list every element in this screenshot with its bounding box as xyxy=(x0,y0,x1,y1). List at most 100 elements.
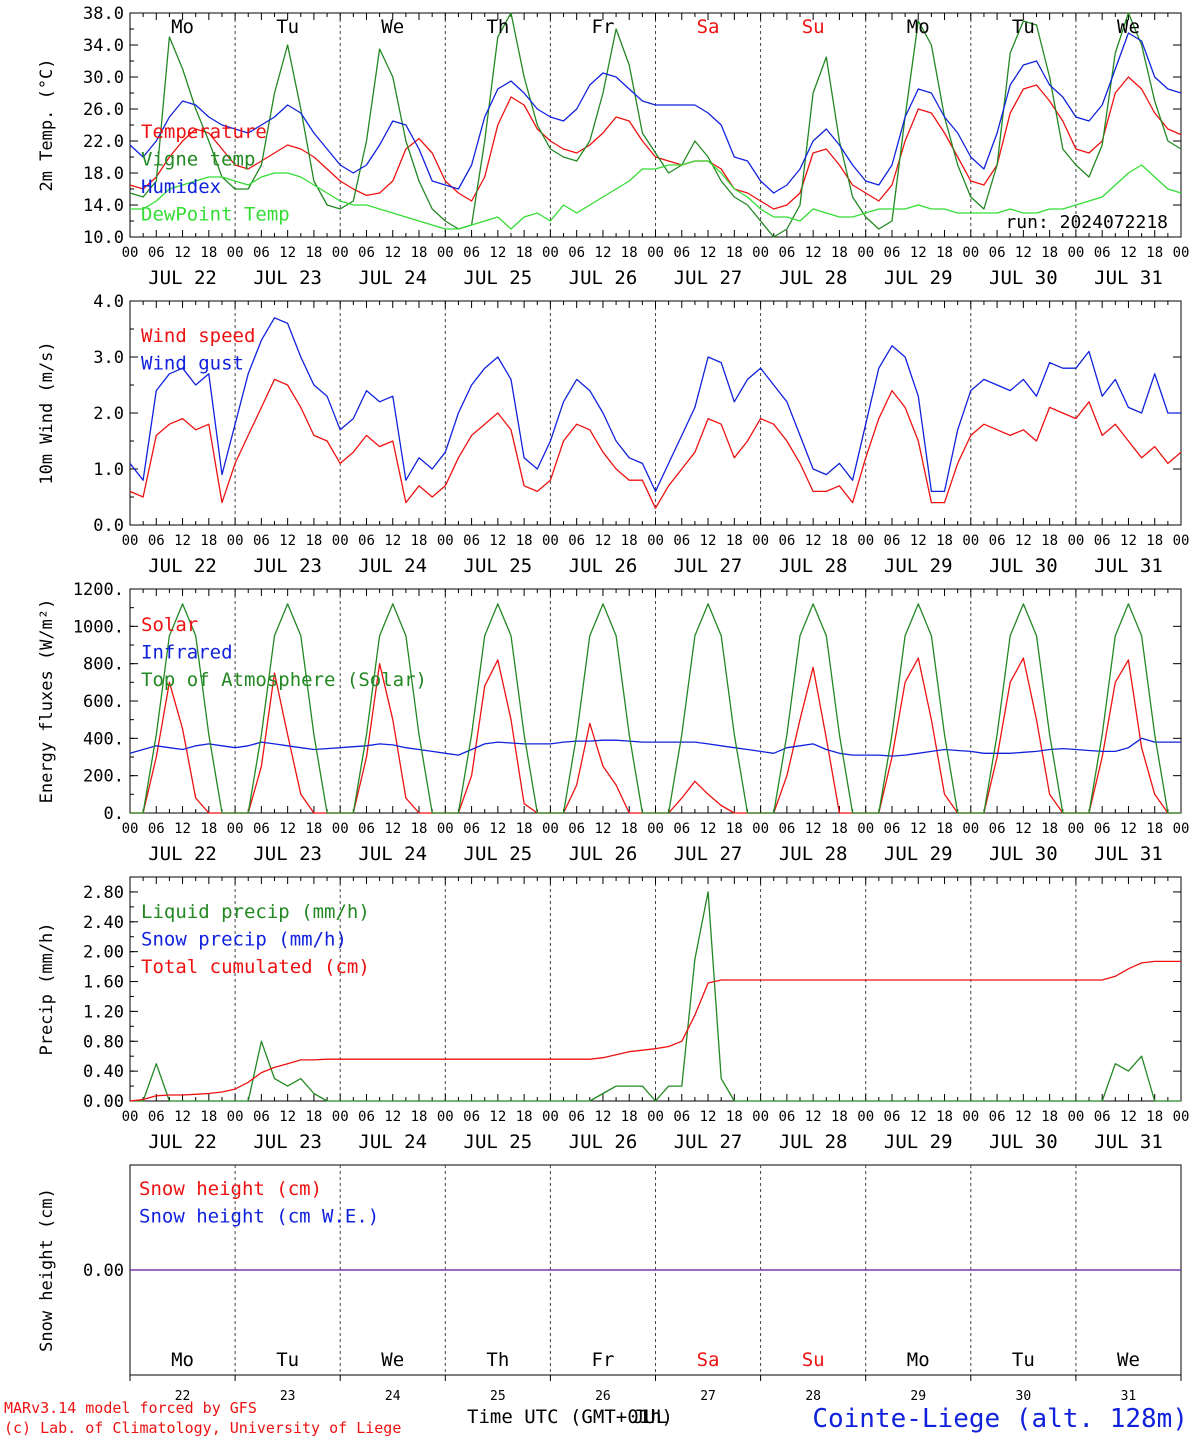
hour-tick-label: 00 xyxy=(227,821,244,837)
hour-tick-label: 18 xyxy=(621,821,638,837)
hour-tick-label: 00 xyxy=(752,821,769,837)
date-label: JUL 31 xyxy=(1094,843,1163,865)
hour-tick-label: 00 xyxy=(332,533,349,549)
y-tick-label: 1200. xyxy=(73,580,124,600)
hour-tick-label: 06 xyxy=(148,1109,165,1125)
hour-tick-label: 12 xyxy=(910,821,927,837)
hour-tick-label: 18 xyxy=(831,533,848,549)
y-tick-label: 14.0 xyxy=(83,196,124,216)
hour-tick-label: 18 xyxy=(1146,245,1163,261)
panel-precip xyxy=(129,876,1182,1102)
hour-tick-label: 06 xyxy=(778,1109,795,1125)
hour-tick-label: 00 xyxy=(1173,821,1190,837)
date-label: JUL 27 xyxy=(674,555,743,577)
hour-tick-label: 18 xyxy=(1041,1109,1058,1125)
hour-tick-label: 00 xyxy=(962,245,979,261)
y-tick-label: 2.0 xyxy=(93,404,124,424)
day-name-label: Mo xyxy=(171,1349,194,1371)
day-number-label: 29 xyxy=(910,1389,926,1404)
hour-tick-label: 18 xyxy=(305,245,322,261)
date-label: JUL 31 xyxy=(1094,555,1163,577)
day-name-label: We xyxy=(1117,16,1140,38)
day-number-label: 23 xyxy=(280,1389,296,1404)
hour-tick-label: 00 xyxy=(752,1109,769,1125)
y-tick-label: 30.0 xyxy=(83,68,124,88)
y-tick-label: 2.40 xyxy=(83,913,124,933)
series-top-of-atmosphere-solar- xyxy=(130,603,1181,814)
date-label: JUL 23 xyxy=(253,843,322,865)
hour-tick-label: 18 xyxy=(936,1109,953,1125)
hour-tick-label: 06 xyxy=(253,245,270,261)
hour-tick-label: 18 xyxy=(726,533,743,549)
hour-tick-label: 18 xyxy=(621,1109,638,1125)
hour-tick-label: 06 xyxy=(463,821,480,837)
hour-tick-label: 06 xyxy=(989,245,1006,261)
hour-tick-label: 06 xyxy=(1094,245,1111,261)
hour-tick-label: 00 xyxy=(227,1109,244,1125)
legend-entry: Snow height (cm) xyxy=(139,1178,322,1200)
hour-tick-label: 06 xyxy=(884,1109,901,1125)
hour-tick-label: 18 xyxy=(200,245,217,261)
hour-tick-label: 06 xyxy=(673,821,690,837)
y-tick-label: 18.0 xyxy=(83,164,124,184)
y-tick-label: 0.00 xyxy=(83,1092,124,1112)
hour-tick-label: 12 xyxy=(1015,245,1032,261)
hour-tick-label: 18 xyxy=(831,821,848,837)
hour-tick-label: 12 xyxy=(1015,533,1032,549)
date-label: JUL 28 xyxy=(779,555,848,577)
hour-tick-label: 12 xyxy=(1015,1109,1032,1125)
hour-tick-label: 00 xyxy=(962,821,979,837)
hour-tick-label: 18 xyxy=(200,1109,217,1125)
y-tick-label: 1.60 xyxy=(83,973,124,993)
date-label: JUL 27 xyxy=(674,1131,743,1153)
series-dewpoint-temp xyxy=(130,160,1182,230)
hour-tick-label: 18 xyxy=(305,821,322,837)
hour-tick-label: 12 xyxy=(384,245,401,261)
y-tick-label: 2.80 xyxy=(83,883,124,903)
hour-tick-label: 12 xyxy=(700,245,717,261)
hour-tick-label: 06 xyxy=(148,533,165,549)
date-label: JUL 30 xyxy=(989,555,1058,577)
day-name-label: Su xyxy=(802,16,825,38)
hour-tick-label: 12 xyxy=(805,533,822,549)
hour-tick-label: 06 xyxy=(884,245,901,261)
hour-tick-label: 18 xyxy=(621,245,638,261)
hour-tick-label: 00 xyxy=(332,821,349,837)
y-tick-label: 800. xyxy=(83,655,124,675)
y-tick-label: 0. xyxy=(104,804,124,824)
hour-tick-label: 06 xyxy=(884,821,901,837)
legend-entry: Total cumulated (cm) xyxy=(141,956,370,978)
hour-tick-label: 18 xyxy=(936,533,953,549)
hour-tick-label: 18 xyxy=(411,533,428,549)
hour-tick-label: 12 xyxy=(1120,245,1137,261)
hour-tick-label: 00 xyxy=(122,533,139,549)
date-label: JUL 24 xyxy=(358,267,427,289)
y-tick-label: 400. xyxy=(83,729,124,749)
hour-tick-label: 12 xyxy=(279,245,296,261)
y-tick-label: 1.20 xyxy=(83,1002,124,1022)
panel-wind xyxy=(129,300,1182,526)
hour-tick-label: 06 xyxy=(148,245,165,261)
hour-tick-label: 06 xyxy=(1094,533,1111,549)
hour-tick-label: 12 xyxy=(1120,821,1137,837)
hour-tick-label: 00 xyxy=(1173,245,1190,261)
hour-tick-label: 00 xyxy=(542,245,559,261)
panel-snow xyxy=(129,1164,1182,1381)
date-label: JUL 22 xyxy=(148,843,217,865)
y-tick-label: 10.0 xyxy=(83,228,124,248)
hour-tick-label: 00 xyxy=(647,821,664,837)
hour-tick-label: 18 xyxy=(411,821,428,837)
hour-tick-label: 06 xyxy=(463,245,480,261)
hour-tick-label: 12 xyxy=(595,245,612,261)
hour-tick-label: 00 xyxy=(542,821,559,837)
hour-tick-label: 00 xyxy=(1067,821,1084,837)
date-label: JUL 25 xyxy=(464,555,533,577)
day-name-label: Tu xyxy=(1012,16,1035,38)
legend-entry: Temperature xyxy=(141,121,267,143)
hour-tick-label: 18 xyxy=(1146,1109,1163,1125)
y-tick-label: 600. xyxy=(83,692,124,712)
hour-tick-label: 12 xyxy=(595,821,612,837)
day-number-label: 30 xyxy=(1016,1389,1032,1404)
hour-tick-label: 12 xyxy=(489,1109,506,1125)
legend-entry: Vigne temp xyxy=(141,149,255,171)
